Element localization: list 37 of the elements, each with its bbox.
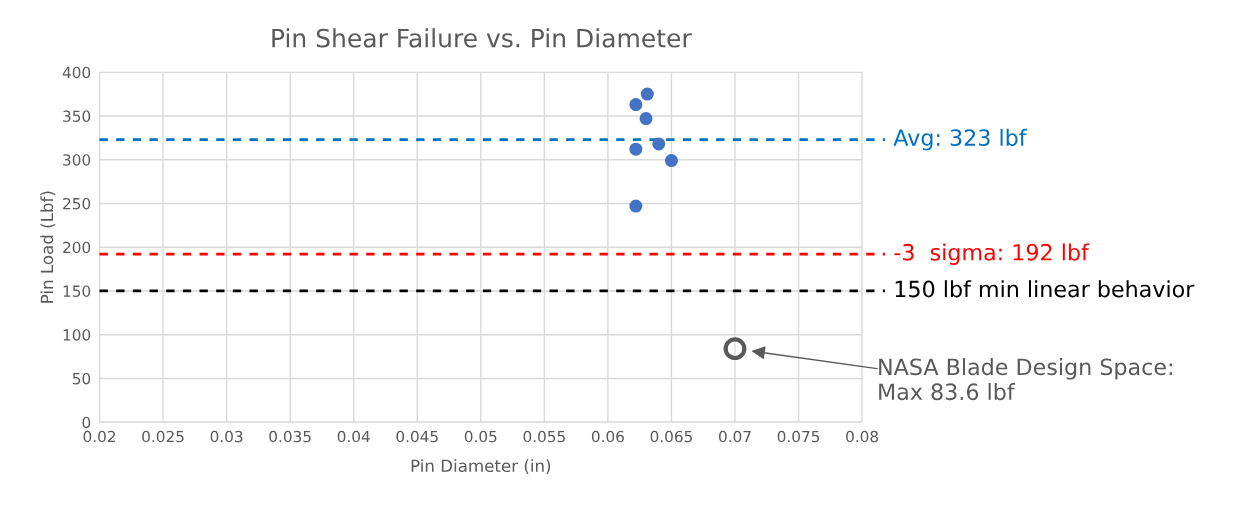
x-axis-title: Pin Diameter (in): [411, 459, 551, 475]
point: [664, 154, 678, 168]
point: [629, 199, 643, 213]
x-tick-label: 0.035: [269, 430, 311, 443]
x-tick-label: 0.055: [523, 430, 565, 443]
x-tick-label: 0.02: [83, 430, 115, 443]
y-tick-label: 100: [63, 329, 91, 341]
x-tick-label: 0.075: [777, 430, 820, 443]
y-tick-label: 250: [63, 197, 91, 210]
x-tick-label: 0.025: [142, 430, 184, 443]
point: [629, 98, 643, 112]
point: [629, 142, 643, 156]
y-tick-label: 150: [63, 285, 91, 297]
y-tick-label: 50: [72, 372, 91, 385]
text: NASA Blade Design Space: Max 83.6 lbf: [879, 358, 1172, 401]
x-tick-label: 0.08: [846, 430, 879, 443]
x-tick-label: 0.07: [719, 430, 751, 443]
x-tick-label: 0.05: [464, 430, 497, 443]
y-tick-label: 200: [63, 241, 91, 254]
x-tick-label: 0.065: [650, 430, 692, 443]
y-tick-label: 400: [62, 66, 91, 79]
y-tick-label: 350: [63, 110, 91, 122]
x-tick-label: 0.04: [337, 430, 370, 443]
x-tick-label: 0.06: [591, 430, 624, 443]
point: [639, 112, 653, 126]
point: [640, 87, 654, 101]
ref-line-label: -3 sigma: 192 lbf: [894, 243, 1090, 265]
x-tick-label: 0.045: [396, 430, 438, 443]
y-axis-title: Pin Load (Lbf): [40, 191, 56, 303]
x-tick-label: 0.03: [210, 430, 243, 443]
ref-line-label: 150 lbf min linear behavior: [895, 280, 1195, 298]
y-tick-label: 300: [63, 154, 91, 166]
y-tick-label: 0: [82, 416, 91, 429]
chart-title: Pin Shear Failure vs. Pin Diameter: [272, 28, 692, 48]
ref-line-label: Avg: 323 lbf: [893, 128, 1028, 151]
point: [652, 137, 666, 151]
point: [723, 337, 747, 361]
